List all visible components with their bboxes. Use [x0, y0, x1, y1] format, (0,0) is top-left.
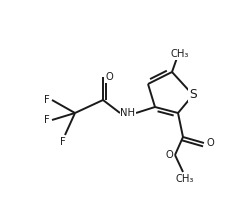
Text: CH₃: CH₃	[176, 174, 194, 184]
Text: CH₃: CH₃	[171, 49, 189, 59]
Text: F: F	[44, 95, 50, 105]
Text: O: O	[206, 138, 214, 148]
Text: S: S	[189, 88, 197, 102]
Text: F: F	[44, 115, 50, 125]
Text: O: O	[165, 150, 173, 160]
Text: F: F	[60, 137, 66, 147]
Text: O: O	[105, 72, 113, 82]
Text: NH: NH	[120, 108, 136, 118]
